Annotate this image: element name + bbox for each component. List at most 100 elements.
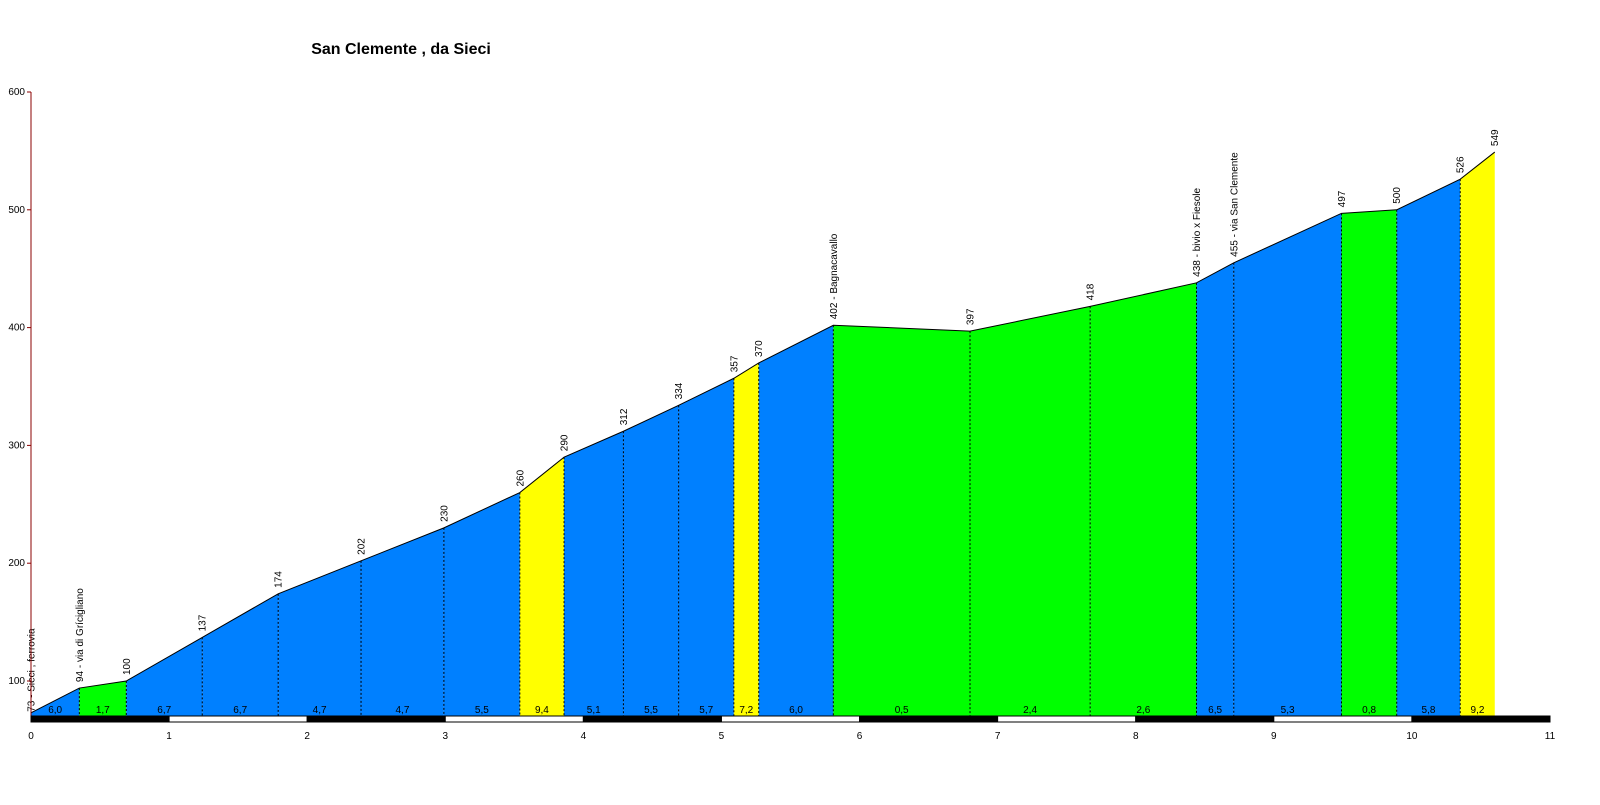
gradient-label: 5,8 [1422,705,1436,716]
elevation-label: 370 [754,340,765,357]
segment-area [31,688,80,718]
segment-area [79,681,127,718]
profile-outline [30,151,1496,714]
elevation-label: 174 [274,571,285,588]
gradient-label: 9,4 [535,705,549,716]
elevation-label: 438 - bivio x Fiesole [1192,187,1203,276]
y-tick-label: 100 [8,676,25,687]
segment-area [126,637,203,718]
elevation-label: 100 [122,658,133,675]
elevation-label: 402 - Bagnacavallo [829,233,840,319]
segment-area [519,457,565,718]
segment-fills [31,152,1495,719]
km-stripe [582,715,722,723]
distance-bar [30,715,1551,723]
gradient-label: 6,7 [233,705,247,716]
gradient-label: 5,5 [644,705,658,716]
elevation-label: 73 - Sieci , ferrovia [27,628,38,712]
gradient-label: 2,6 [1136,705,1150,716]
segment-area [1341,209,1397,719]
x-tick-label: 7 [995,731,1001,742]
axes: 100 200 300 400 500 600 0 1 2 3 4 5 6 7 8 9 10 11 [8,87,1555,742]
elevation-label: 230 [439,505,450,522]
elevation-label: 549 [1490,129,1501,146]
gradient-label: 4,7 [396,705,410,716]
segment-area [1396,179,1461,718]
y-tick-label: 400 [8,323,25,334]
elevation-label: 526 [1456,156,1467,173]
segment-area [623,405,679,718]
gradient-label: 7,2 [739,705,753,716]
gradient-label: 5,5 [475,705,489,716]
elevation-label: 94 - via di Grícigliano [75,588,86,682]
x-tick-label: 6 [857,731,863,742]
x-tick-label: 0 [28,731,34,742]
km-stripe [168,715,308,723]
y-tick-label: 500 [8,205,25,216]
elevation-annotations: 73 - Sieci , ferrovia 94 - via di Grícigl… [27,129,1502,712]
segment-area [564,431,624,718]
x-tick-label: 8 [1133,731,1139,742]
x-tick-label: 1 [166,731,172,742]
x-tick-label: 11 [1545,731,1556,742]
elevation-label: 500 [1392,187,1403,204]
gradient-label: 2,4 [1023,705,1037,716]
segment-area [733,362,759,718]
segment-area [361,527,444,718]
elevation-label: 202 [357,538,368,555]
km-stripe [444,715,584,723]
segment-area [678,378,734,718]
gradient-label: 5,1 [587,705,601,716]
profile-line [30,151,1496,714]
gradient-label: 5,7 [699,705,713,716]
gradient-label: 9,2 [1471,705,1485,716]
km-stripe [30,715,170,723]
gradient-label: 4,7 [313,705,327,716]
gradient-label: 0,8 [1362,705,1376,716]
segment-area [1196,262,1234,718]
segment-area [1233,213,1342,719]
km-stripe [859,715,999,723]
x-tick-label: 2 [304,731,310,742]
elevation-label: 455 - via San Clemente [1229,152,1240,257]
y-tick-label: 200 [8,558,25,569]
km-stripe [1135,715,1275,723]
chart-title: San Clemente , da Sieci [311,41,491,58]
gradient-label: 6,0 [48,705,62,716]
elevation-label: 418 [1086,283,1097,300]
km-stripe [306,715,446,723]
x-tick-label: 4 [581,731,587,742]
segment-area [970,306,1091,718]
gradient-label: 0,5 [895,705,909,716]
elevation-label: 334 [674,382,685,399]
x-tick-label: 9 [1271,731,1277,742]
gradient-label: 6,0 [789,705,803,716]
km-stripe [1273,715,1413,723]
elevation-label: 260 [515,469,526,486]
gradient-label: 1,7 [96,705,110,716]
segment-area [833,325,971,718]
gradient-label: 6,7 [157,705,171,716]
km-stripe [1411,715,1551,723]
segment-dividers [78,179,1461,718]
elevation-label: 357 [729,355,740,372]
x-tick-label: 10 [1406,731,1418,742]
y-tick-label: 600 [8,87,25,98]
gradient-label: 5,3 [1281,705,1295,716]
x-tick-label: 5 [719,731,725,742]
km-stripe [997,715,1137,723]
gradient-label: 6,5 [1208,705,1222,716]
elevation-label: 397 [966,308,977,325]
segment-area [278,560,362,718]
elevation-label: 290 [560,434,571,451]
elevation-label: 137 [198,614,209,631]
gradient-labels: 6,0 1,7 6,7 6,7 4,7 4,7 5,5 9,4 5,1 5,5 5,7 7,2 6,0 0… [48,705,1485,716]
y-tick-label: 300 [8,440,25,451]
segment-area [1090,282,1197,718]
elevation-label: 497 [1337,190,1348,207]
segment-area [1460,152,1495,718]
segment-area [443,492,520,718]
segment-area [202,593,279,718]
